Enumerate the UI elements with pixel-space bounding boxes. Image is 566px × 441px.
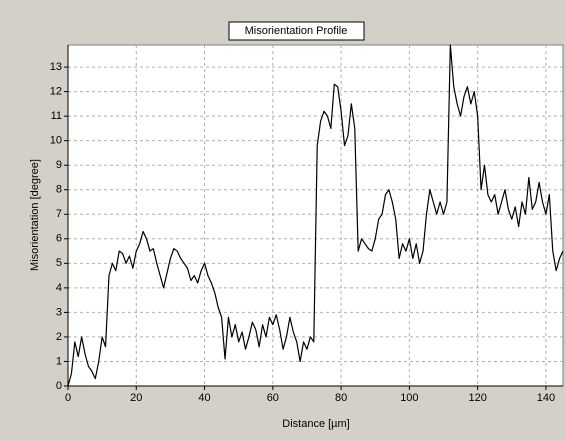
x-tick-label: 0 xyxy=(65,392,71,404)
x-tick-label: 60 xyxy=(267,392,279,404)
y-tick-label: 13 xyxy=(50,61,62,73)
y-tick-label: 1 xyxy=(56,355,62,367)
y-tick-label: 5 xyxy=(56,257,62,269)
x-tick-label: 40 xyxy=(198,392,210,404)
y-tick-label: 0 xyxy=(56,380,62,392)
y-tick-label: 8 xyxy=(56,184,62,196)
y-tick-label: 12 xyxy=(50,86,62,98)
y-axis-label: Misorientation [degree] xyxy=(29,159,41,271)
y-tick-label: 2 xyxy=(56,331,62,343)
x-tick-label: 100 xyxy=(400,392,418,404)
y-tick-label: 7 xyxy=(56,208,62,220)
y-tick-label: 6 xyxy=(56,233,62,245)
x-tick-label: 120 xyxy=(468,392,486,404)
y-tick-label: 3 xyxy=(56,306,62,318)
y-tick-label: 11 xyxy=(51,110,62,122)
y-tick-label: 4 xyxy=(56,282,62,294)
chart-title: Misorientation Profile xyxy=(245,25,348,37)
title-box xyxy=(228,21,365,41)
x-axis-label: Distance [µm] xyxy=(282,418,349,430)
y-tick-label: 10 xyxy=(50,135,62,147)
x-tick-label: 80 xyxy=(335,392,347,404)
x-tick-label: 140 xyxy=(537,392,555,404)
y-tick-label: 9 xyxy=(56,159,62,171)
data-line xyxy=(67,44,564,387)
x-tick-label: 20 xyxy=(130,392,142,404)
